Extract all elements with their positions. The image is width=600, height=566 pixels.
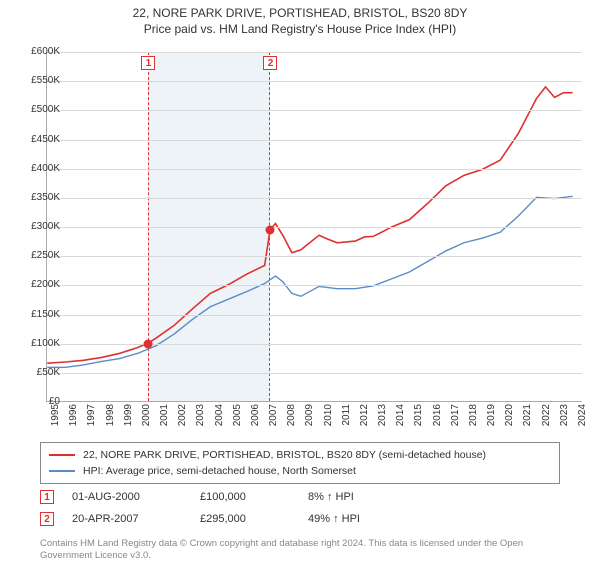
transaction-flag: 2 [40, 512, 54, 526]
y-axis-label: £450K [18, 134, 60, 145]
y-axis-label: £600K [18, 46, 60, 57]
copyright-footnote: Contains HM Land Registry data © Crown c… [40, 538, 560, 562]
x-axis-label: 2012 [359, 404, 370, 434]
gridline-h [47, 373, 582, 374]
x-axis-label: 2022 [541, 404, 552, 434]
legend-label: HPI: Average price, semi-detached house,… [83, 465, 356, 477]
transaction-price: £100,000 [200, 491, 290, 503]
x-axis-label: 2009 [304, 404, 315, 434]
plot-area: 12 [46, 52, 582, 402]
legend: 22, NORE PARK DRIVE, PORTISHEAD, BRISTOL… [40, 442, 560, 484]
chart-title: 22, NORE PARK DRIVE, PORTISHEAD, BRISTOL… [0, 6, 600, 20]
legend-swatch [49, 454, 75, 456]
gridline-h [47, 110, 582, 111]
transaction-pct-vs-hpi: 49% ↑ HPI [308, 513, 360, 525]
x-axis-label: 2011 [341, 404, 352, 434]
transaction-price: £295,000 [200, 513, 290, 525]
x-axis-label: 2007 [268, 404, 279, 434]
y-axis-label: £250K [18, 250, 60, 261]
gridline-h [47, 256, 582, 257]
y-axis-label: £300K [18, 221, 60, 232]
transaction-date: 01-AUG-2000 [72, 491, 182, 503]
x-axis-label: 2015 [413, 404, 424, 434]
chart-subtitle: Price paid vs. HM Land Registry's House … [0, 22, 600, 36]
x-axis-label: 2014 [395, 404, 406, 434]
y-axis-label: £550K [18, 75, 60, 86]
price-marker-dot [144, 339, 153, 348]
y-axis-label: £50K [18, 367, 60, 378]
y-axis-label: £500K [18, 104, 60, 115]
x-axis-label: 2008 [286, 404, 297, 434]
transaction-row: 2 20-APR-2007 £295,000 49% ↑ HPI [40, 508, 560, 530]
price-marker-flag: 2 [263, 56, 277, 70]
price-marker-dot [266, 225, 275, 234]
legend-item: 22, NORE PARK DRIVE, PORTISHEAD, BRISTOL… [49, 447, 551, 463]
gridline-h [47, 344, 582, 345]
gridline-h [47, 285, 582, 286]
x-axis-label: 2000 [141, 404, 152, 434]
series-line [47, 196, 572, 367]
series-line [47, 87, 572, 363]
price-marker-flag: 1 [141, 56, 155, 70]
x-axis-label: 1999 [123, 404, 134, 434]
y-axis-label: £100K [18, 338, 60, 349]
y-axis-label: £400K [18, 163, 60, 174]
x-axis-label: 2010 [323, 404, 334, 434]
transaction-row: 1 01-AUG-2000 £100,000 8% ↑ HPI [40, 486, 560, 508]
legend-label: 22, NORE PARK DRIVE, PORTISHEAD, BRISTOL… [83, 449, 486, 461]
x-axis-label: 1997 [86, 404, 97, 434]
x-axis-label: 2013 [377, 404, 388, 434]
x-axis-label: 2006 [250, 404, 261, 434]
x-axis-label: 1996 [68, 404, 79, 434]
x-axis-label: 2019 [486, 404, 497, 434]
x-axis-label: 2024 [577, 404, 588, 434]
legend-swatch [49, 470, 75, 472]
gridline-h [47, 169, 582, 170]
gridline-h [47, 140, 582, 141]
transaction-date: 20-APR-2007 [72, 513, 182, 525]
transaction-pct-vs-hpi: 8% ↑ HPI [308, 491, 354, 503]
x-axis-label: 2018 [468, 404, 479, 434]
legend-item: HPI: Average price, semi-detached house,… [49, 463, 551, 479]
y-axis-label: £200K [18, 279, 60, 290]
x-axis-label: 2017 [450, 404, 461, 434]
x-axis-label: 2005 [232, 404, 243, 434]
transaction-flag: 1 [40, 490, 54, 504]
gridline-h [47, 198, 582, 199]
x-axis-label: 2001 [159, 404, 170, 434]
y-axis-label: £350K [18, 192, 60, 203]
gridline-h [47, 81, 582, 82]
x-axis-label: 2020 [504, 404, 515, 434]
gridline-h [47, 315, 582, 316]
x-axis-label: 1998 [105, 404, 116, 434]
x-axis-label: 2003 [195, 404, 206, 434]
x-axis-label: 2004 [214, 404, 225, 434]
x-axis-label: 2002 [177, 404, 188, 434]
x-axis-label: 1995 [50, 404, 61, 434]
y-axis-label: £150K [18, 309, 60, 320]
x-axis-label: 2016 [432, 404, 443, 434]
transactions-table: 1 01-AUG-2000 £100,000 8% ↑ HPI 2 20-APR-2007… [40, 486, 560, 530]
gridline-h [47, 52, 582, 53]
x-axis-label: 2023 [559, 404, 570, 434]
gridline-h [47, 227, 582, 228]
chart-container: 22, NORE PARK DRIVE, PORTISHEAD, BRISTOL… [0, 6, 600, 566]
x-axis-label: 2021 [522, 404, 533, 434]
